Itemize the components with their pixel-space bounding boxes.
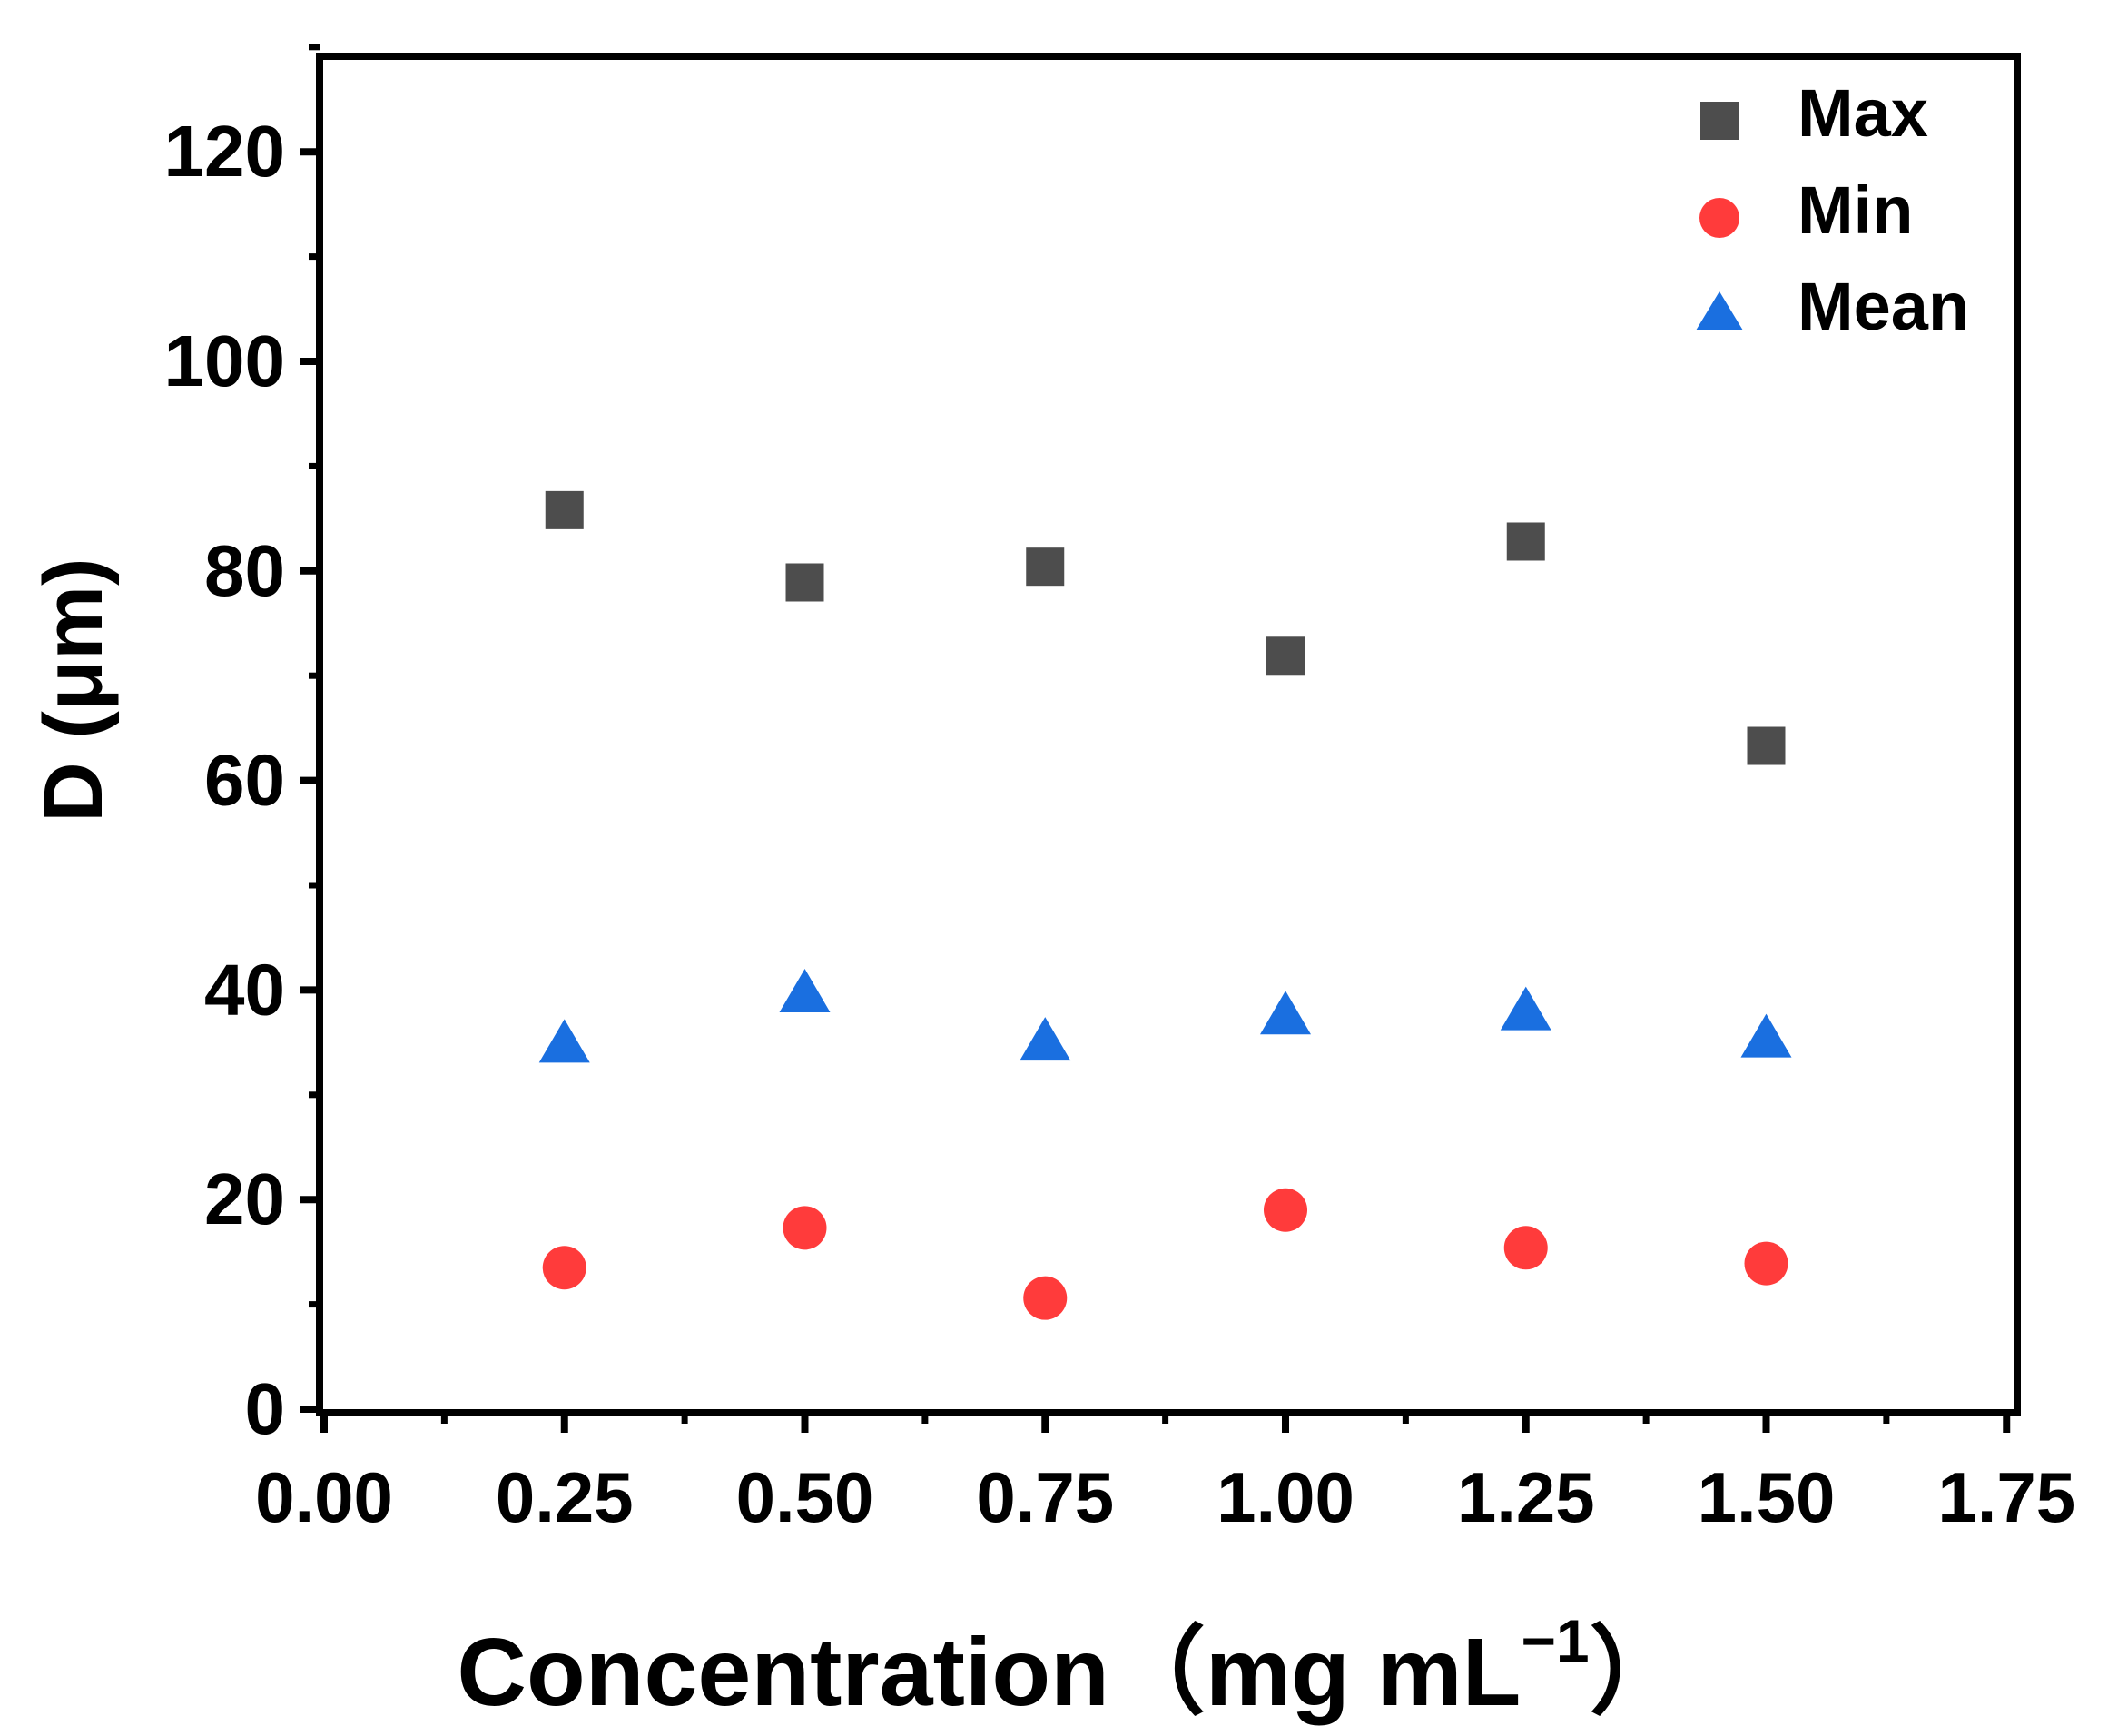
x-tick-label: 1.25 — [1457, 1457, 1595, 1537]
y-tick-label: 60 — [204, 740, 285, 821]
legend-max-marker — [1700, 102, 1739, 140]
x-tick-label: 0.25 — [496, 1457, 634, 1537]
legend-max-label: Max — [1798, 75, 1928, 151]
max-point — [1026, 547, 1065, 587]
max-point — [1266, 636, 1305, 676]
x-axis-label-superscript: −1 — [1521, 1607, 1589, 1674]
y-tick-label: 0 — [245, 1368, 286, 1449]
x-tick-label: 0.75 — [976, 1457, 1114, 1537]
legend: Max Min Mean — [1696, 75, 1969, 344]
min-point — [1744, 1241, 1788, 1286]
legend-mean-label: Mean — [1798, 269, 1969, 344]
x-tick-label: 0.00 — [255, 1457, 393, 1537]
min-point — [1264, 1188, 1307, 1232]
max-point — [1747, 726, 1786, 765]
y-axis-label: D (μm) — [27, 557, 120, 822]
y-tick-label: 100 — [164, 321, 285, 401]
mean-point — [1500, 986, 1551, 1031]
x-tick-label: 1.00 — [1217, 1457, 1354, 1537]
max-point — [545, 490, 584, 529]
mean-point — [779, 969, 831, 1013]
min-point — [783, 1206, 827, 1250]
plot-frame — [316, 53, 2021, 1416]
x-axis-label-main: Concentration（mg mL — [457, 1619, 1521, 1726]
x-axis-label: Concentration（mg mL−1） — [457, 1607, 1685, 1726]
y-tick-label: 120 — [164, 111, 285, 192]
legend-min-label: Min — [1798, 173, 1913, 248]
y-tick-label: 80 — [204, 530, 285, 611]
mean-point — [1020, 1017, 1071, 1061]
y-tick-label: 40 — [204, 949, 285, 1030]
legend-mean-marker — [1696, 291, 1743, 330]
y-tick-label: 20 — [204, 1159, 285, 1239]
x-tick-label: 0.50 — [736, 1457, 874, 1537]
x-tick-label: 1.75 — [1937, 1457, 2075, 1537]
max-point — [785, 563, 824, 602]
axis-tick-labels: 0.00 0.25 0.50 0.75 1.00 1.25 1.50 1.75 0 20 40 60 8… — [164, 111, 2076, 1537]
min-point — [1503, 1226, 1548, 1270]
min-point — [1023, 1276, 1068, 1320]
mean-point — [538, 1019, 590, 1063]
legend-min-marker — [1699, 198, 1739, 238]
mean-point — [1260, 991, 1311, 1035]
mean-point — [1740, 1013, 1792, 1058]
x-tick-label: 1.50 — [1698, 1457, 1836, 1537]
max-point — [1506, 522, 1545, 561]
data-points — [538, 490, 1792, 1320]
min-point — [542, 1246, 586, 1290]
x-axis-label-tail: ） — [1590, 1619, 1686, 1726]
